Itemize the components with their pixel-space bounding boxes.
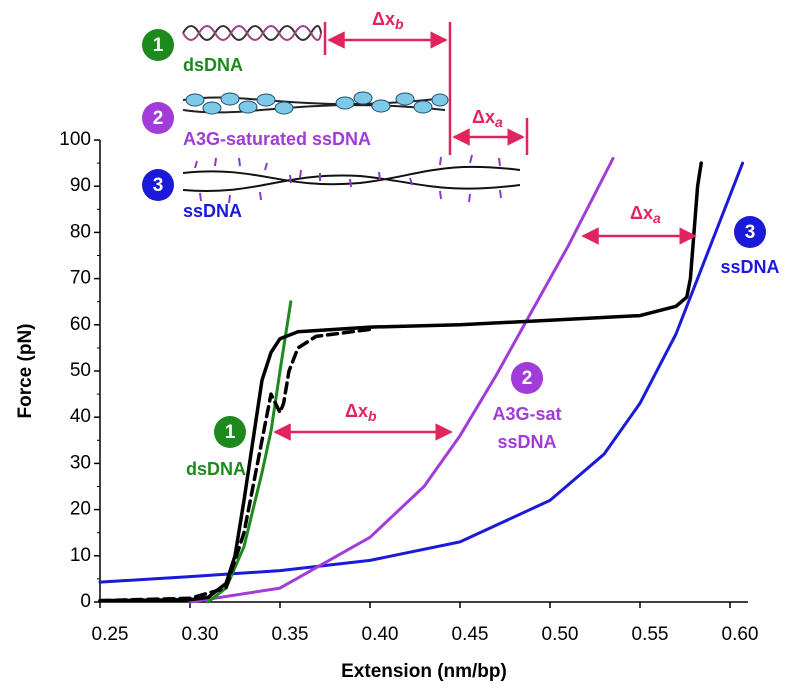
inset-label: dsDNA (183, 55, 243, 75)
curve-label: ssDNA (497, 432, 556, 452)
delta-text: Δx (345, 401, 368, 421)
number-badge (142, 29, 174, 61)
ssdna-strands (182, 165, 521, 192)
x-tick-label: 0.30 (182, 624, 219, 645)
x-tick-label: 0.35 (272, 624, 309, 645)
x-tick-label: 0.25 (92, 624, 129, 645)
y-tick-label: 70 (70, 268, 91, 289)
delta-label: Δxb (345, 401, 377, 424)
inset-label: ssDNA (183, 201, 242, 221)
delta-label: Δxa (472, 107, 503, 130)
x-tick-label: 0.55 (632, 624, 669, 645)
delta-sub: a (495, 114, 503, 130)
y-tick-label: 30 (70, 452, 91, 473)
delta-text: Δx (372, 9, 395, 29)
plot-area: 0 10 20 30 40 50 60 70 80 90 100 0.25 0.30 0.35 0.40 0.… (59, 129, 758, 645)
y-tick-label: 90 (70, 175, 91, 196)
curve-label: dsDNA (186, 459, 246, 479)
curve-label: ssDNA (720, 257, 779, 277)
number-badge (214, 416, 246, 448)
series-line (98, 161, 703, 603)
x-tick-label: 0.60 (722, 624, 759, 645)
badge-text: 2 (522, 368, 533, 389)
delta-label: Δxb (372, 9, 404, 32)
badge-text: 3 (745, 222, 756, 243)
number-badge (142, 102, 174, 134)
delta-label: Δxa (630, 203, 661, 226)
series-line (188, 157, 615, 604)
annotations: Δxb Δxa 1 dsDNA 2 A3G-sat ssDNA 3 ssDNA (186, 203, 780, 479)
delta-sub: b (368, 408, 377, 424)
badge-text: 2 (153, 108, 164, 129)
y-tick-label: 20 (70, 499, 91, 520)
dsdna-strand (182, 25, 322, 41)
x-tick-label: 0.50 (542, 624, 579, 645)
dsdna-strand (182, 25, 322, 41)
inset-label: A3G-saturated ssDNA (183, 129, 371, 149)
y-tick-label: 100 (59, 129, 91, 150)
series-line (206, 300, 293, 604)
y-tick-label: 50 (70, 360, 91, 381)
y-tick-label: 10 (70, 545, 91, 566)
badge-text: 3 (153, 175, 164, 196)
delta-sub: b (395, 16, 404, 32)
x-axis-title: Extension (nm/bp) (341, 661, 507, 682)
inset: Δxb Δxa 1 dsDNA 2 A3G-saturated ssDNA 3 … (142, 9, 529, 221)
x-tick-label: 0.45 (452, 624, 489, 645)
series-line (98, 161, 745, 584)
x-tick-label: 0.40 (362, 624, 399, 645)
a3g-proteins (185, 91, 449, 115)
number-badge (734, 216, 766, 248)
delta-text: Δx (472, 107, 495, 127)
badge-text: 1 (225, 422, 236, 443)
delta-text: Δx (630, 203, 653, 223)
curve-label: A3G-sat (492, 404, 561, 424)
y-axis-title: Force (pN) (15, 324, 36, 419)
y-tick-label: 60 (70, 314, 91, 335)
number-badge (511, 362, 543, 394)
y-tick-label: 40 (70, 406, 91, 427)
delta-sub: a (653, 210, 661, 226)
number-badge (142, 169, 174, 201)
y-tick-label: 0 (80, 591, 91, 612)
ssdna-bases (194, 154, 502, 204)
y-tick-label: 80 (70, 221, 91, 242)
badge-text: 1 (153, 35, 164, 56)
